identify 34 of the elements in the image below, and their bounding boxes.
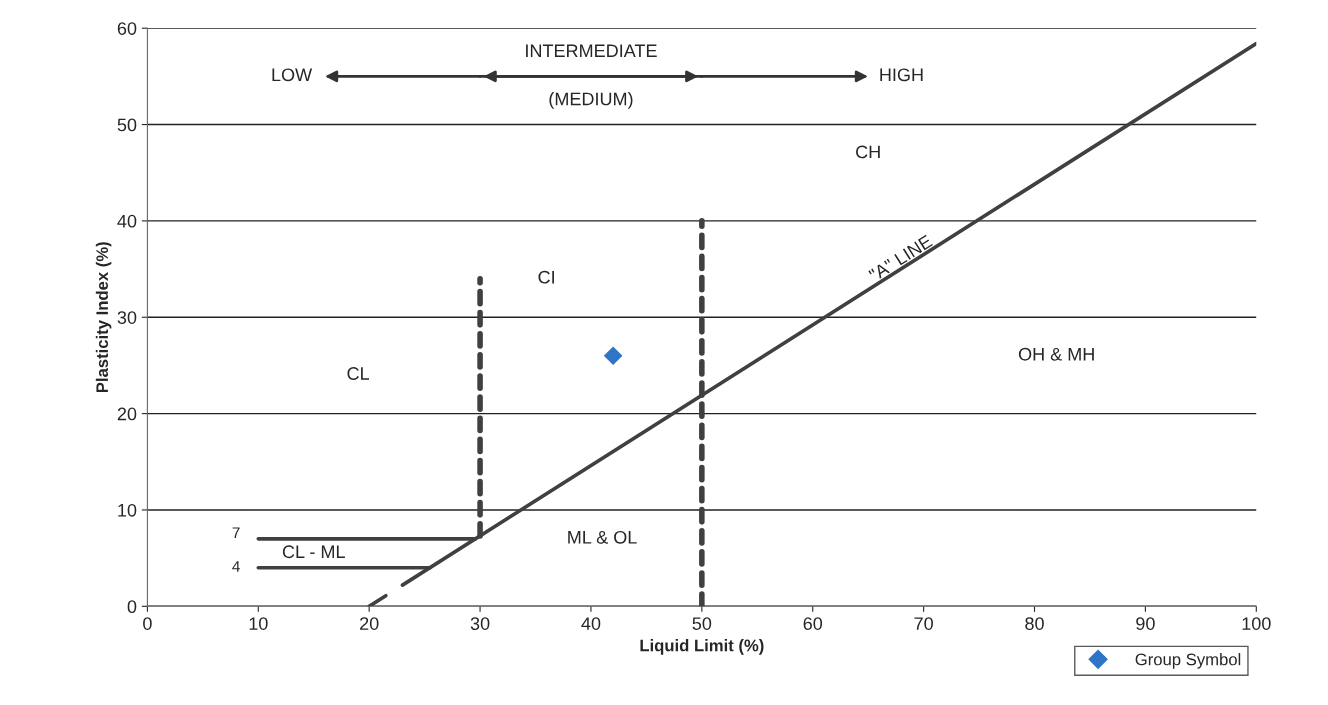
annotation: HIGH — [880, 68, 923, 82]
annotation: (MEDIUM) — [549, 92, 633, 109]
annotation: OH & MH — [1018, 347, 1094, 361]
annotation: LOW — [272, 68, 313, 82]
annotation: CH — [856, 145, 880, 159]
y-tick-label: 30 — [117, 311, 137, 324]
x-tick-label: 100 — [1242, 617, 1271, 630]
x-axis-title: Liquid Limit (%) — [640, 639, 764, 655]
y-tick-label: 40 — [117, 214, 137, 228]
x-tick-label: 0 — [143, 617, 152, 630]
y-tick-label: 20 — [117, 407, 137, 421]
annotation: ML & OL — [568, 530, 637, 544]
x-tick-label: 60 — [803, 617, 823, 630]
annotation: CI — [538, 270, 554, 284]
annotation: CL - ML — [282, 545, 345, 559]
x-tick-label: 50 — [692, 617, 712, 630]
annotation: INTERMEDIATE — [526, 44, 657, 57]
y-tick-label: 0 — [127, 600, 137, 614]
x-tick-label: 10 — [249, 617, 268, 630]
x-tick-label: 40 — [581, 617, 601, 630]
x-tick-label: 20 — [360, 617, 379, 630]
legend-label: Group Symbol — [1135, 653, 1241, 669]
x-tick-label: 90 — [1136, 617, 1155, 630]
annotation: 4 — [232, 561, 240, 572]
x-tick-label: 80 — [1025, 617, 1044, 630]
x-tick-label: 30 — [470, 617, 490, 630]
annotation: "A" LINE — [868, 234, 933, 282]
y-axis-title: Plasticity Index (%) — [95, 242, 112, 393]
y-tick-label: 60 — [117, 22, 137, 35]
annotation: CL — [347, 367, 370, 380]
y-tick-label: 50 — [117, 118, 137, 132]
x-tick-label: 70 — [914, 617, 933, 630]
y-tick-label: 10 — [118, 503, 137, 517]
annotation: 7 — [232, 527, 240, 538]
